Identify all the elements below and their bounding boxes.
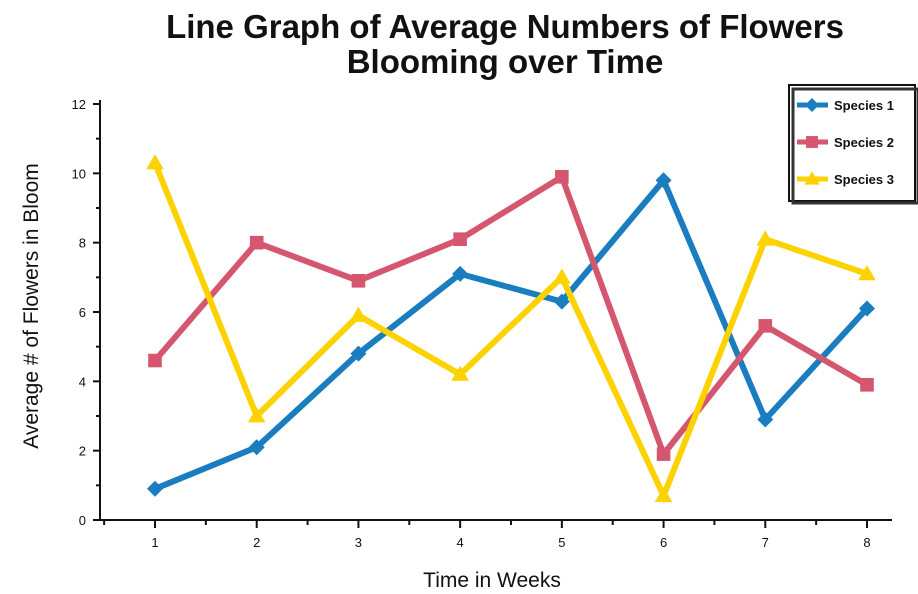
series-2-point (453, 232, 467, 246)
legend-label: Species 1 (834, 98, 894, 113)
y-tick-label: 12 (72, 97, 86, 112)
series-2-line (152, 172, 869, 461)
series-1-point (452, 265, 469, 282)
x-tick-label: 8 (863, 535, 870, 550)
series-3-point (553, 268, 571, 284)
series-3-point (146, 154, 164, 170)
series-3 (146, 154, 876, 504)
chart-title-line-1: Line Graph of Average Numbers of Flowers (166, 8, 844, 45)
series-2-point (148, 353, 162, 368)
series-1-point (859, 300, 875, 317)
x-tick-label: 5 (558, 535, 565, 550)
series-1-point (350, 345, 367, 362)
series-group (146, 154, 876, 504)
y-tick-label: 2 (79, 444, 86, 459)
legend-shadow (791, 87, 918, 205)
series-1-point (248, 439, 265, 456)
x-axis-label: Time in Weeks (423, 569, 561, 592)
series-1-point (655, 172, 672, 189)
series-1-point (553, 293, 570, 310)
series-1-line (153, 174, 870, 492)
y-tick-label: 10 (72, 166, 86, 181)
legend: Species 1 Species 2 Species 3 (788, 84, 918, 205)
series-3-point (349, 306, 368, 322)
series-1-point (147, 480, 163, 497)
y-tick-label: 6 (79, 305, 86, 320)
series-2-point (656, 447, 671, 461)
y-tick-label: 4 (79, 374, 86, 389)
series-2-point (351, 274, 366, 288)
series-3-point (654, 486, 673, 503)
series-2-point (860, 378, 874, 392)
legend-swatch-marker (805, 98, 819, 112)
series-2-point (249, 235, 264, 250)
chart-title-line-2: Blooming over Time (347, 43, 664, 80)
legend-label: Species 3 (834, 172, 894, 187)
x-tick-label: 4 (457, 535, 464, 550)
series-3-line (152, 161, 868, 504)
y-axis-label: Average # of Flowers in Bloom (20, 163, 43, 449)
x-tick-label: 2 (253, 535, 260, 550)
series-2-point (555, 170, 569, 184)
y-tick-label: 0 (79, 513, 86, 528)
y-tick-label: 8 (79, 236, 86, 251)
legend-swatch-marker (806, 136, 818, 148)
x-tick-label: 3 (355, 535, 362, 550)
series-1-point (757, 411, 774, 428)
x-tick-label: 6 (660, 535, 667, 550)
series-2 (148, 170, 874, 461)
series-3-point (451, 365, 469, 381)
series-1 (147, 172, 875, 497)
series-3-point (756, 230, 775, 246)
series-3-point (858, 265, 876, 281)
x-tick-label: 7 (762, 535, 769, 550)
series-2-point (758, 319, 773, 333)
legend-swatch-marker (804, 171, 820, 185)
x-tick-label: 1 (151, 535, 158, 550)
series-3-point (247, 407, 266, 423)
legend-label: Species 2 (834, 135, 894, 150)
